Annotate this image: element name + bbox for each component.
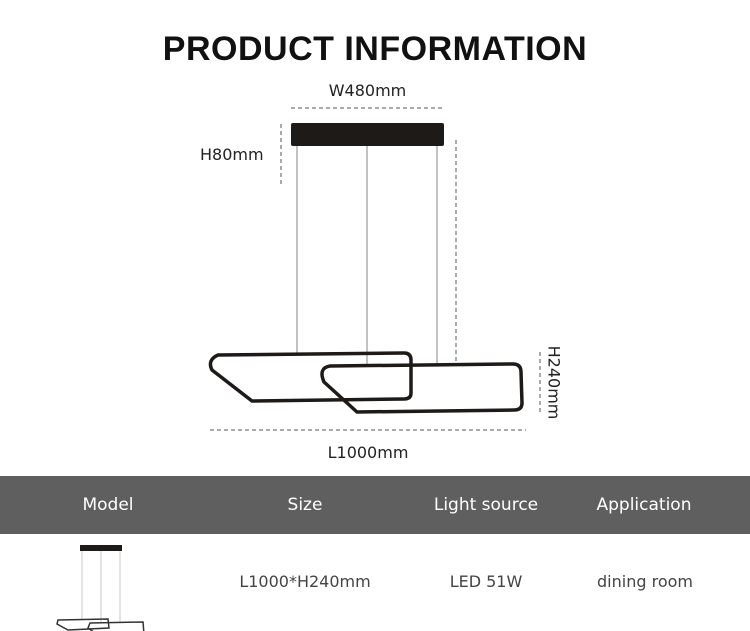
thumbnail-wires <box>81 551 121 623</box>
cell-application: dining room <box>597 572 693 591</box>
width-label: W480mm <box>328 81 407 100</box>
cell-size: L1000*H240mm <box>239 572 371 591</box>
height-label: H240mm <box>544 345 564 420</box>
header-size: Size <box>287 495 323 515</box>
thumbnail-canopy <box>80 545 122 551</box>
thumbnail-right-ring <box>87 621 145 631</box>
header-application: Application <box>596 495 692 515</box>
right-ring <box>320 362 524 414</box>
dimension-lines <box>210 107 541 431</box>
canopy-height-label: H80mm <box>200 145 264 164</box>
product-dimension-drawing <box>208 107 541 431</box>
canopy <box>291 123 444 146</box>
left-ring <box>208 351 413 403</box>
suspension-wires <box>296 146 438 366</box>
table-header: Model Size Light source Application <box>0 476 750 534</box>
page-title: PRODUCT INFORMATION <box>162 30 588 68</box>
header-light-source: Light source <box>433 495 539 515</box>
length-label: L1000mm <box>327 443 409 462</box>
header-model: Model <box>82 495 134 515</box>
cell-light-source: LED 51W <box>449 572 523 591</box>
model-thumbnail <box>56 545 145 631</box>
